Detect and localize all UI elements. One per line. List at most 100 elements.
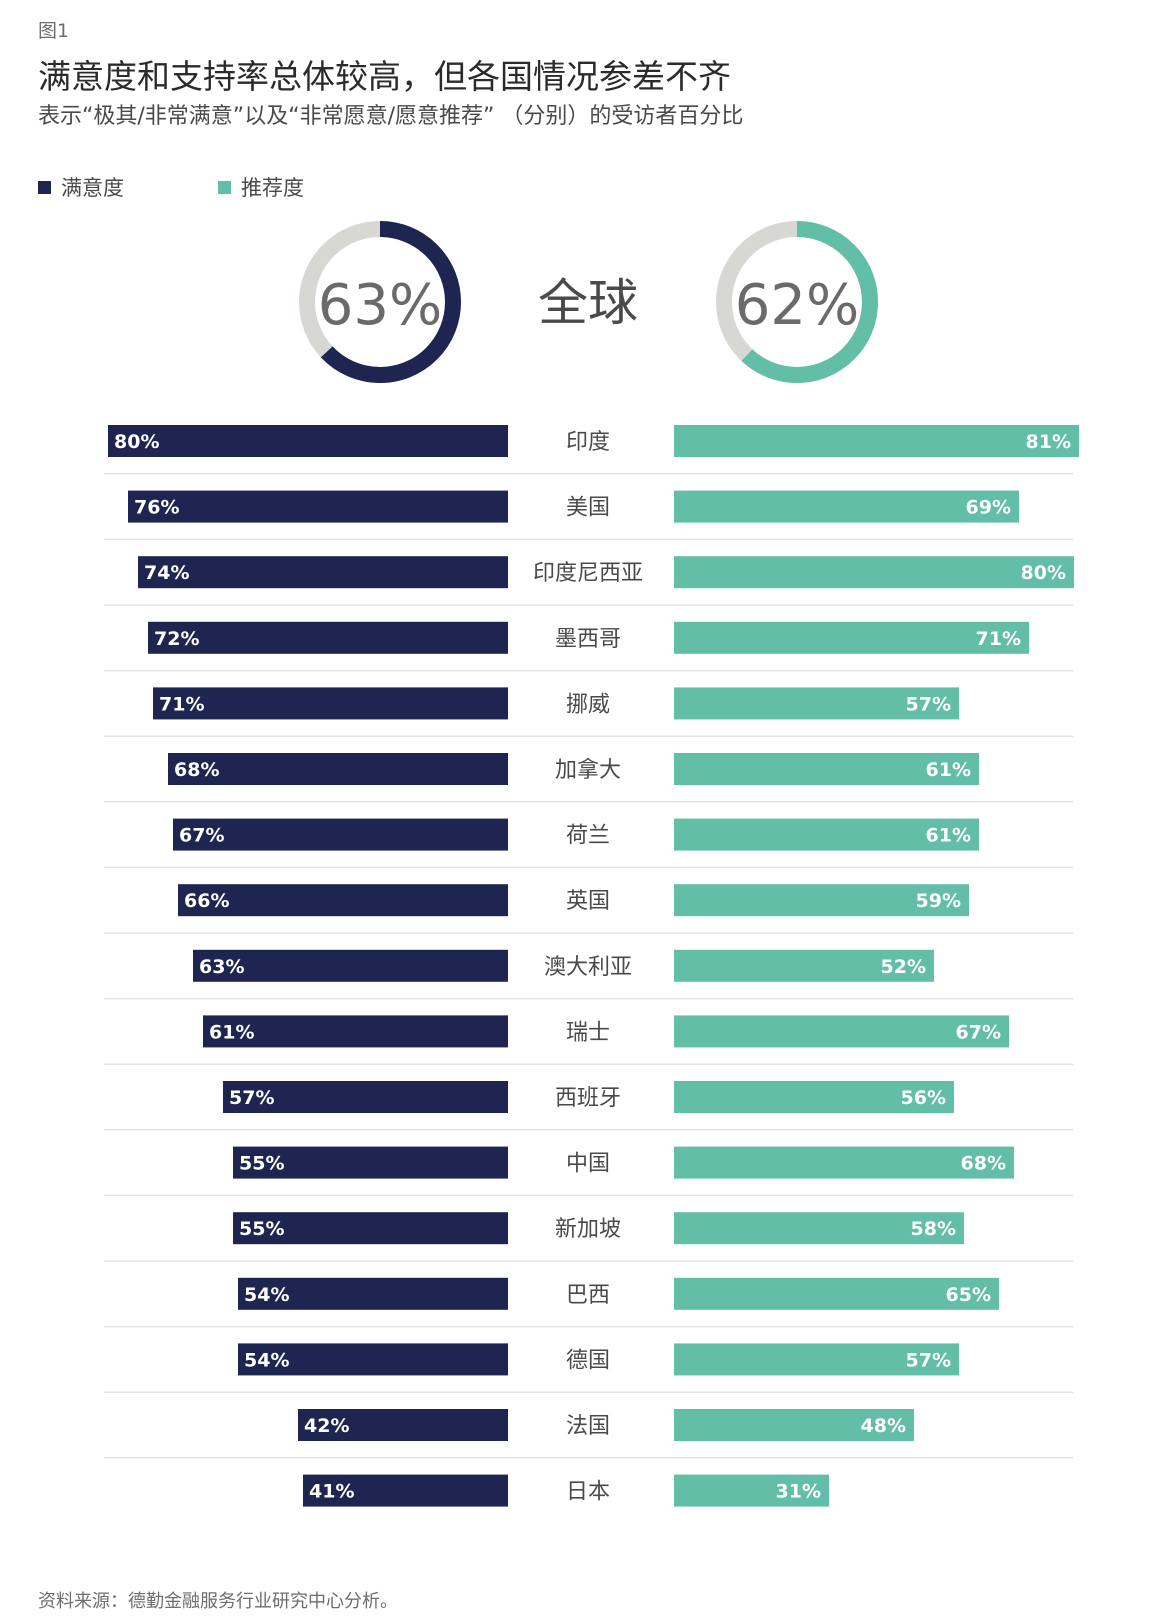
category-label: 墨西哥 xyxy=(555,627,621,652)
bar-recommend xyxy=(674,687,959,720)
category-label: 日本 xyxy=(566,1480,610,1505)
bar-recommend xyxy=(674,753,979,785)
bar-satisfaction xyxy=(233,1146,508,1179)
bar-recommend xyxy=(674,818,979,851)
label-satisfaction: 54% xyxy=(244,1349,289,1371)
bar-satisfaction xyxy=(238,1343,508,1376)
category-label: 法国 xyxy=(566,1414,610,1439)
label-satisfaction: 72% xyxy=(154,628,199,650)
label-recommend: 69% xyxy=(966,497,1011,519)
chart-title: 满意度和支持率总体较高，但各国情况参差不齐 xyxy=(38,57,731,96)
label-recommend: 31% xyxy=(776,1481,821,1503)
category-label: 德国 xyxy=(566,1348,610,1373)
label-satisfaction: 41% xyxy=(309,1481,354,1503)
bar-recommend xyxy=(674,1474,829,1507)
label-satisfaction: 74% xyxy=(144,562,189,584)
label-recommend: 58% xyxy=(911,1218,956,1240)
label-satisfaction: 71% xyxy=(159,693,204,715)
label-recommend: 56% xyxy=(901,1087,946,1109)
comparison-chart: 63% 62% 全球 80% 81% 印度 76% 69% 美国 74% 80% 印度尼西亚 72% 7… xyxy=(104,221,1079,1507)
category-label: 印度尼西亚 xyxy=(533,561,643,586)
category-label: 澳大利亚 xyxy=(544,955,632,980)
category-label: 瑞士 xyxy=(566,1020,610,1045)
label-recommend: 52% xyxy=(881,956,926,978)
bar-recommend xyxy=(674,949,934,982)
bar-satisfaction xyxy=(203,1015,508,1048)
source-note: 资料来源：德勤金融服务行业研究中心分析。 xyxy=(38,1591,398,1612)
chart-subtitle: 表示“极其/非常满意”以及“非常愿意/愿意推荐” （分别）的受访者百分比 xyxy=(38,104,744,129)
label-recommend: 59% xyxy=(916,890,961,912)
global-label: 全球 xyxy=(538,274,638,332)
country-rows: 80% 81% 印度 76% 69% 美国 74% 80% 印度尼西亚 72% 71% 墨西哥 71% 5… xyxy=(104,425,1079,1507)
label-recommend: 61% xyxy=(926,825,971,847)
donut-value-satisfaction: 63% xyxy=(318,273,442,338)
category-label: 挪威 xyxy=(566,692,610,717)
bar-satisfaction xyxy=(303,1474,508,1507)
bar-satisfaction xyxy=(178,884,508,917)
category-label: 巴西 xyxy=(566,1283,610,1308)
category-label: 加拿大 xyxy=(555,757,621,783)
bar-satisfaction xyxy=(108,425,508,457)
label-recommend: 81% xyxy=(1026,431,1071,453)
label-recommend: 71% xyxy=(976,628,1021,650)
bar-recommend xyxy=(674,1212,964,1245)
bar-satisfaction xyxy=(193,949,508,982)
bar-recommend xyxy=(674,1343,959,1376)
figure-label: 图1 xyxy=(38,20,70,42)
category-label: 中国 xyxy=(566,1152,610,1177)
bar-satisfaction xyxy=(148,621,508,654)
donut-arc-recommend xyxy=(716,221,878,383)
category-label: 英国 xyxy=(566,889,610,914)
label-satisfaction: 54% xyxy=(244,1284,289,1306)
bar-satisfaction xyxy=(128,490,508,523)
label-satisfaction: 42% xyxy=(304,1415,349,1437)
label-satisfaction: 55% xyxy=(239,1153,284,1175)
category-label: 荷兰 xyxy=(566,824,610,849)
legend-item-satisfaction: 满意度 xyxy=(38,172,124,202)
legend-label-recommend: 推荐度 xyxy=(241,176,304,200)
bar-recommend xyxy=(674,621,1029,654)
label-satisfaction: 67% xyxy=(179,825,224,847)
bar-satisfaction xyxy=(138,556,508,589)
global-donuts: 63% 62% 全球 xyxy=(299,221,878,383)
label-recommend: 48% xyxy=(861,1415,906,1437)
category-label: 美国 xyxy=(566,496,610,521)
bar-satisfaction xyxy=(168,753,508,785)
label-recommend: 65% xyxy=(946,1284,991,1306)
bar-recommend xyxy=(674,1277,999,1310)
bar-recommend xyxy=(674,556,1074,589)
bar-recommend xyxy=(674,1146,1014,1179)
bar-satisfaction xyxy=(298,1409,508,1441)
label-recommend: 61% xyxy=(926,759,971,781)
label-satisfaction: 80% xyxy=(114,431,159,453)
legend-item-recommend: 推荐度 xyxy=(218,172,304,202)
label-satisfaction: 76% xyxy=(134,497,179,519)
legend-label-satisfaction: 满意度 xyxy=(61,176,124,200)
bar-recommend xyxy=(674,1081,954,1113)
label-recommend: 80% xyxy=(1021,562,1066,584)
bar-satisfaction xyxy=(238,1277,508,1310)
bar-satisfaction xyxy=(153,687,508,720)
label-satisfaction: 57% xyxy=(229,1087,274,1109)
bar-recommend xyxy=(674,1015,1009,1048)
label-satisfaction: 66% xyxy=(184,890,229,912)
category-label: 新加坡 xyxy=(555,1217,621,1242)
label-recommend: 57% xyxy=(906,693,951,715)
legend-swatch-satisfaction xyxy=(38,180,51,194)
bar-satisfaction xyxy=(233,1212,508,1245)
label-satisfaction: 61% xyxy=(209,1021,254,1043)
label-recommend: 57% xyxy=(906,1349,951,1371)
bar-satisfaction xyxy=(173,818,508,851)
label-recommend: 68% xyxy=(961,1153,1006,1175)
donut-arc-satisfaction xyxy=(299,221,461,383)
label-satisfaction: 63% xyxy=(199,956,244,978)
legend-swatch-recommend xyxy=(218,180,231,194)
donut-value-recommend: 62% xyxy=(735,273,859,338)
bar-recommend xyxy=(674,1409,914,1441)
bar-recommend xyxy=(674,490,1019,523)
label-satisfaction: 55% xyxy=(239,1218,284,1240)
bar-recommend xyxy=(674,425,1079,457)
category-label: 印度 xyxy=(566,430,610,455)
bar-satisfaction xyxy=(223,1081,508,1113)
category-label: 西班牙 xyxy=(555,1086,621,1111)
